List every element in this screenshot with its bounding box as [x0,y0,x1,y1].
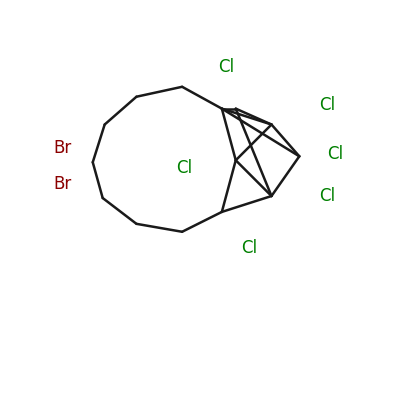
Text: Cl: Cl [319,187,335,205]
Text: Br: Br [54,139,72,157]
Text: Cl: Cl [176,159,192,177]
Text: Cl: Cl [327,145,343,163]
Text: Cl: Cl [218,58,234,76]
Text: Cl: Cl [242,239,258,257]
Text: Br: Br [54,175,72,193]
Text: Cl: Cl [319,96,335,114]
